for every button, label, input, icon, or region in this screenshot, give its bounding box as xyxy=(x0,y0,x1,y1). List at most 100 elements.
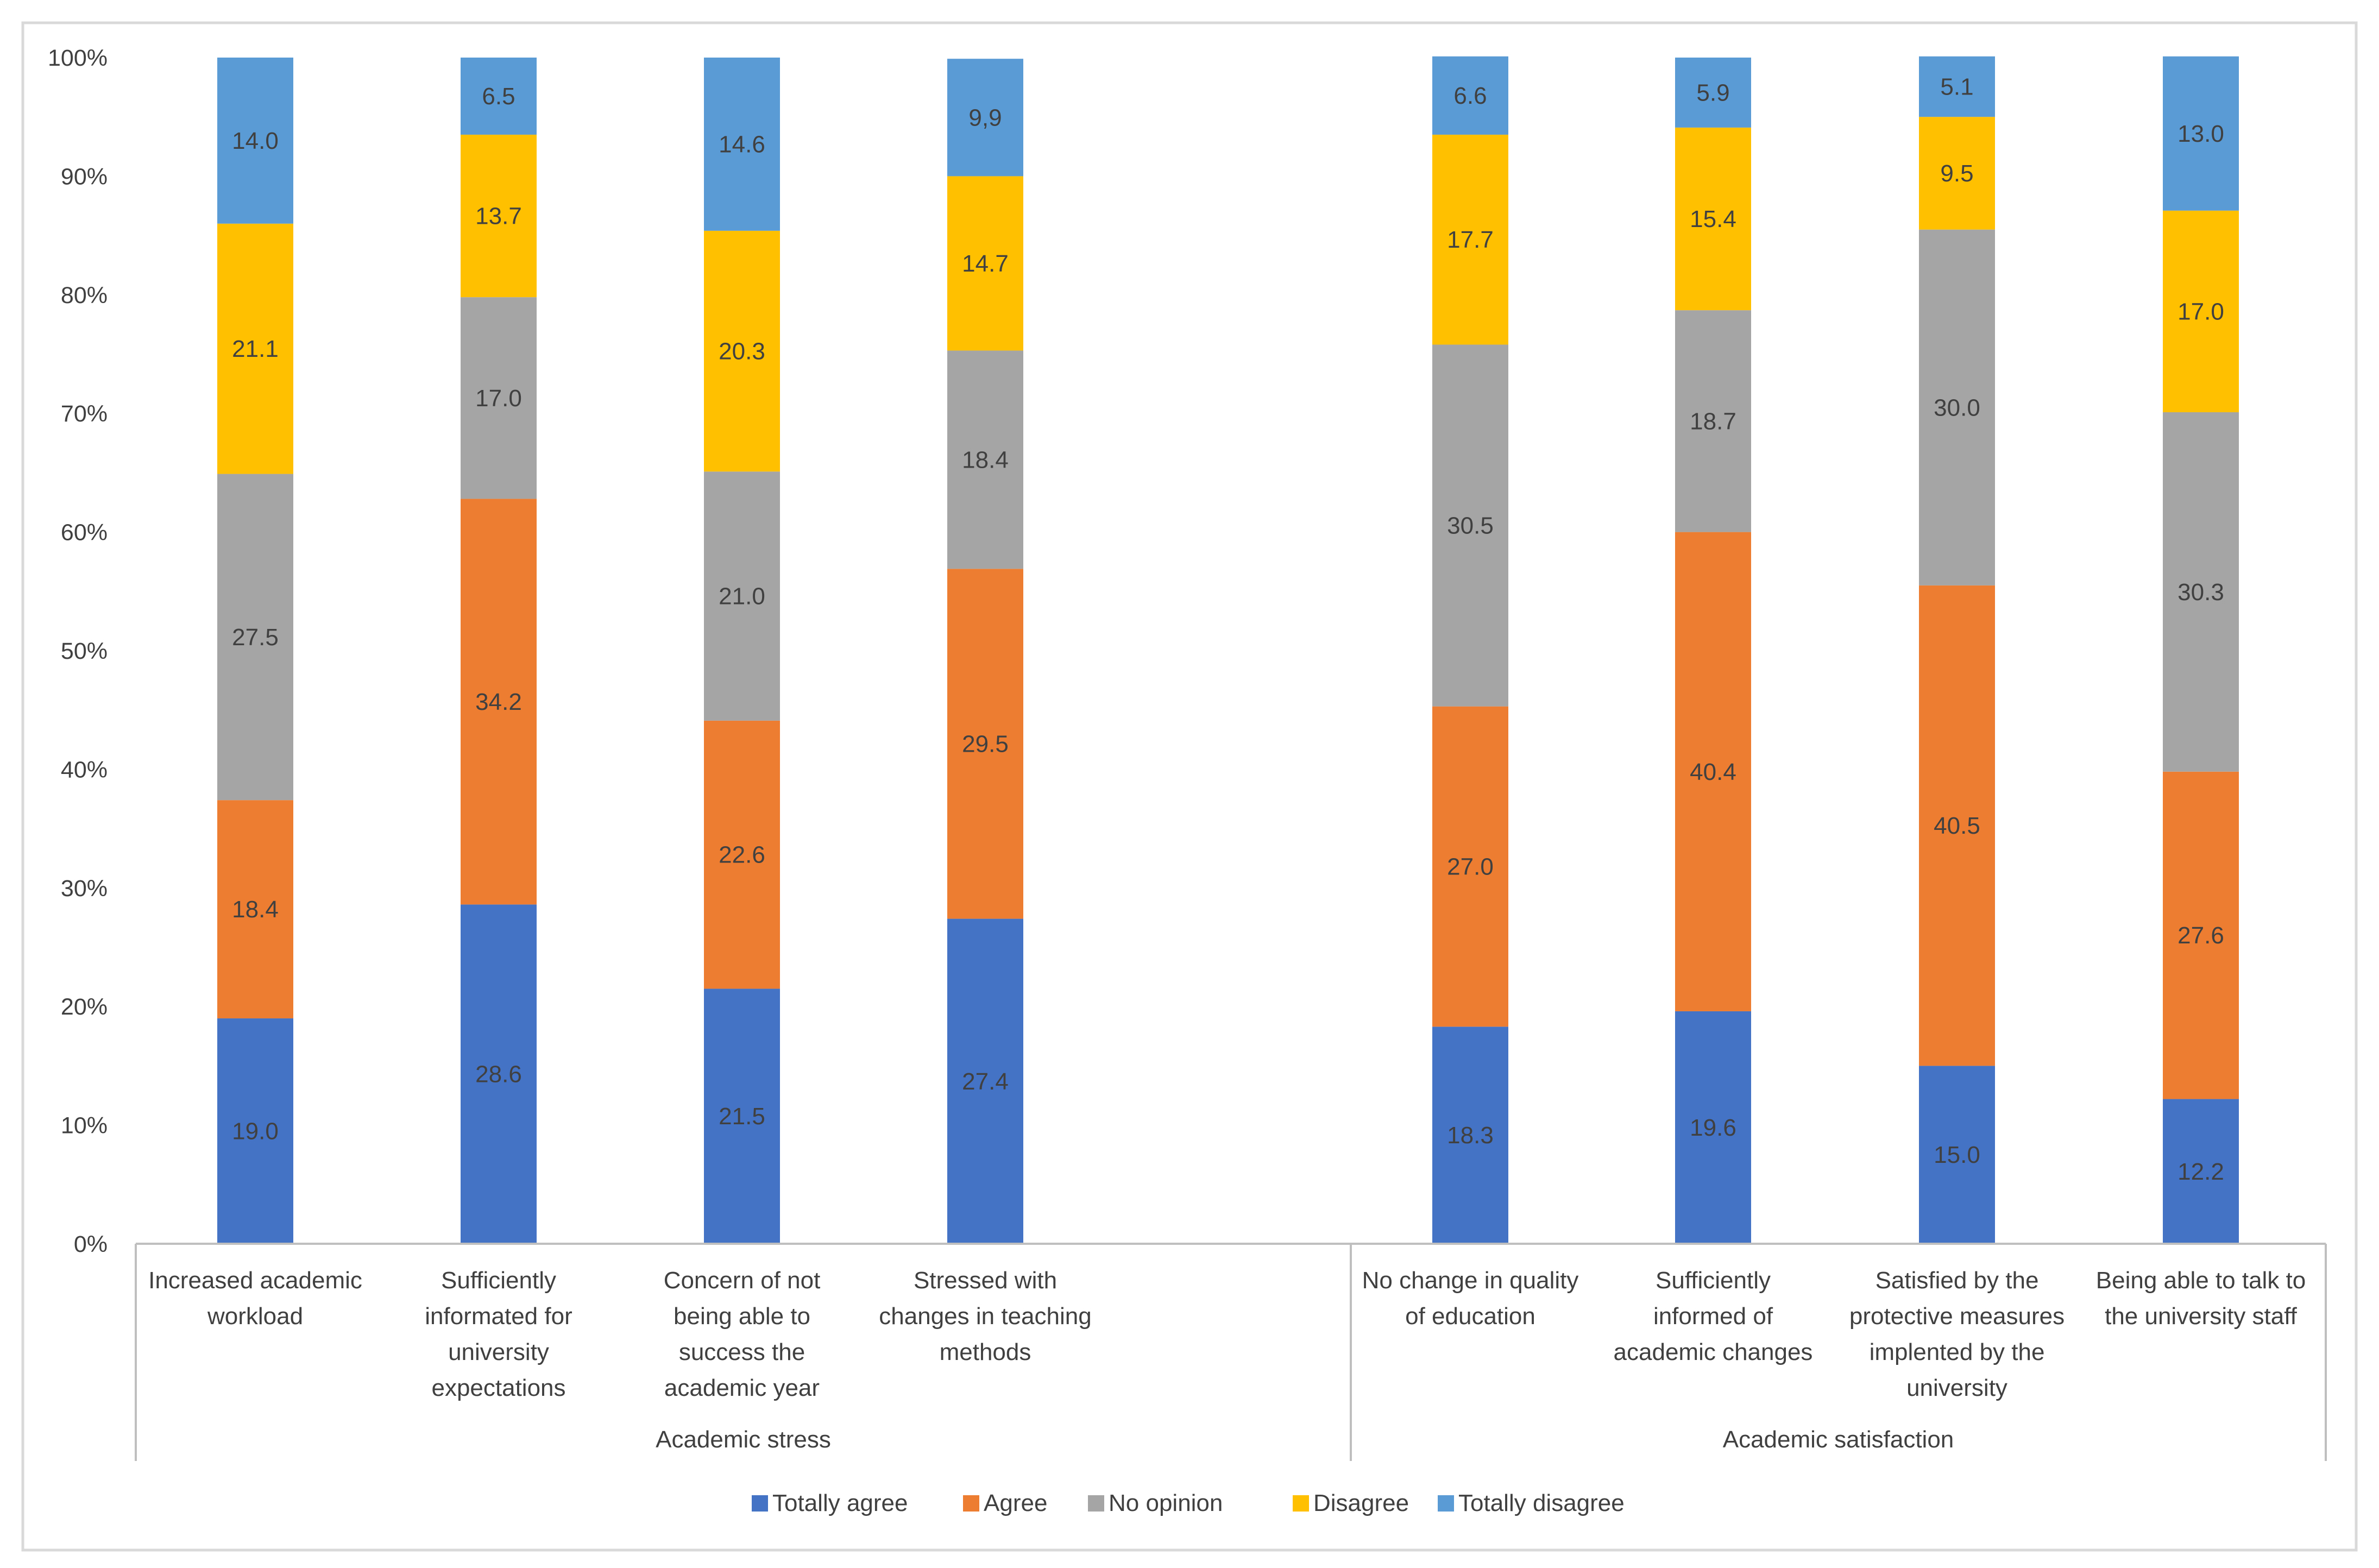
legend: Totally agree Agree No opinion Disagree Tota… xyxy=(752,1490,1625,1516)
x-tick-label-line: Sufficiently xyxy=(1656,1267,1771,1294)
y-tick-label: 60% xyxy=(61,520,108,546)
legend-swatch xyxy=(963,1495,979,1512)
bar-segment xyxy=(2163,1099,2239,1244)
legend-label: Disagree xyxy=(1313,1490,1409,1516)
x-tick-label: Sufficiently informed of academic changes xyxy=(1614,1267,1813,1365)
x-tick-label-line: academic year xyxy=(664,1375,820,1401)
data-label: 17.0 xyxy=(2177,298,2224,325)
x-tick-label-line: informed of xyxy=(1653,1303,1773,1330)
data-label: 18.4 xyxy=(232,896,279,923)
x-tick-label-line: Concern of not xyxy=(664,1267,821,1294)
data-label: 27.4 xyxy=(962,1068,1009,1095)
category-labels: Increased academic workload Sufficiently in… xyxy=(148,1267,2306,1401)
bars xyxy=(217,56,2239,1244)
bar-segment xyxy=(947,569,1023,919)
bar-segment xyxy=(1919,56,1995,117)
data-label: 30.5 xyxy=(1447,513,1494,539)
bar-segment xyxy=(461,134,537,298)
legend-swatch xyxy=(1088,1495,1104,1512)
data-label: 18.7 xyxy=(1690,408,1736,434)
data-label: 18.4 xyxy=(962,446,1009,473)
data-label: 14.0 xyxy=(232,128,279,154)
data-label: 27.5 xyxy=(232,624,279,651)
y-tick-label: 10% xyxy=(61,1113,108,1139)
data-label: 40.4 xyxy=(1690,759,1736,785)
y-tick-label: 40% xyxy=(61,757,108,783)
data-label: 27.6 xyxy=(2177,922,2224,949)
x-tick-label-line: changes in teaching xyxy=(879,1303,1091,1330)
data-label: 6.5 xyxy=(482,83,515,110)
y-tick-label: 20% xyxy=(61,994,108,1020)
legend-label: Totally agree xyxy=(772,1490,908,1516)
data-label: 21.1 xyxy=(232,336,279,362)
x-tick-label-line: informated for xyxy=(425,1303,572,1330)
data-label: 14.7 xyxy=(962,250,1009,277)
bar-segment xyxy=(704,720,780,989)
data-label: 19.0 xyxy=(232,1118,279,1145)
x-tick-label: Stressed with changes in teaching methods xyxy=(879,1267,1091,1365)
y-tick-label: 50% xyxy=(61,638,108,664)
bar-segment xyxy=(461,904,537,1244)
data-label: 20.3 xyxy=(719,338,765,365)
x-tick-label-line: Increased academic xyxy=(148,1267,362,1294)
data-label: 22.6 xyxy=(719,842,765,868)
bar-segment xyxy=(1675,532,1751,1011)
bar-segment xyxy=(947,59,1023,177)
bar-segment xyxy=(217,474,293,801)
x-tick-label-line: Stressed with xyxy=(914,1267,1057,1294)
bar-segment xyxy=(1919,117,1995,230)
data-label: 34.2 xyxy=(475,689,522,715)
bar-segment xyxy=(947,918,1023,1244)
x-tick-label-line: Satisfied by the xyxy=(1875,1267,2039,1294)
x-tick-label-line: university xyxy=(1906,1375,2007,1401)
legend-label: Totally disagree xyxy=(1458,1490,1625,1516)
y-tick-label: 80% xyxy=(61,282,108,308)
x-tick-label-line: of education xyxy=(1405,1303,1535,1330)
bar-segment xyxy=(1675,310,1751,532)
data-label: 15.4 xyxy=(1690,206,1736,232)
x-tick-label-line: methods xyxy=(940,1339,1031,1365)
data-label: 5.1 xyxy=(1940,74,1973,100)
group-label: Academic stress xyxy=(656,1426,831,1453)
data-label: 40.5 xyxy=(1934,813,1980,839)
bar-segment xyxy=(2163,771,2239,1099)
x-tick-label-line: university xyxy=(448,1339,549,1365)
data-label: 14.6 xyxy=(719,131,765,158)
bar-segment xyxy=(461,499,537,905)
y-tick-label: 30% xyxy=(61,876,108,902)
legend-swatch xyxy=(752,1495,768,1512)
data-label: 28.6 xyxy=(475,1061,522,1088)
x-tick-label-line: No change in quality xyxy=(1362,1267,1579,1294)
x-tick-label-line: the university staff xyxy=(2105,1303,2298,1330)
data-label: 29.5 xyxy=(962,731,1009,757)
x-tick-label-line: expectations xyxy=(431,1375,565,1401)
data-label: 9,9 xyxy=(968,104,1002,131)
y-tick-label: 70% xyxy=(61,401,108,427)
x-tick-label-line: protective measures xyxy=(1849,1303,2065,1330)
x-tick-label-line: academic changes xyxy=(1614,1339,1813,1365)
bar-segment xyxy=(1432,56,1508,135)
data-label: 30.0 xyxy=(1934,394,1980,421)
data-label: 13.7 xyxy=(475,203,522,230)
data-label: 18.3 xyxy=(1447,1122,1494,1149)
bar-segment xyxy=(2163,210,2239,413)
legend-swatch xyxy=(1438,1495,1454,1512)
data-label: 15.0 xyxy=(1934,1142,1980,1168)
x-tick-label: Increased academic workload xyxy=(148,1267,362,1330)
bar-segment xyxy=(217,800,293,1019)
bar-segment xyxy=(1675,127,1751,311)
x-tick-label: Concern of not being able to success the ac… xyxy=(664,1267,821,1401)
group-labels: Academic stress Academic satisfaction xyxy=(656,1426,1954,1453)
bar-segment xyxy=(1919,1066,1995,1244)
legend-label: Agree xyxy=(984,1490,1047,1516)
bar-segment xyxy=(461,297,537,499)
bar-segment xyxy=(1432,706,1508,1027)
bar-segment xyxy=(1675,58,1751,128)
data-label: 13.0 xyxy=(2177,121,2224,147)
data-label: 17.7 xyxy=(1447,226,1494,253)
data-label: 21.0 xyxy=(719,583,765,610)
y-tick-label: 90% xyxy=(61,163,108,190)
bar-segment xyxy=(1919,585,1995,1066)
